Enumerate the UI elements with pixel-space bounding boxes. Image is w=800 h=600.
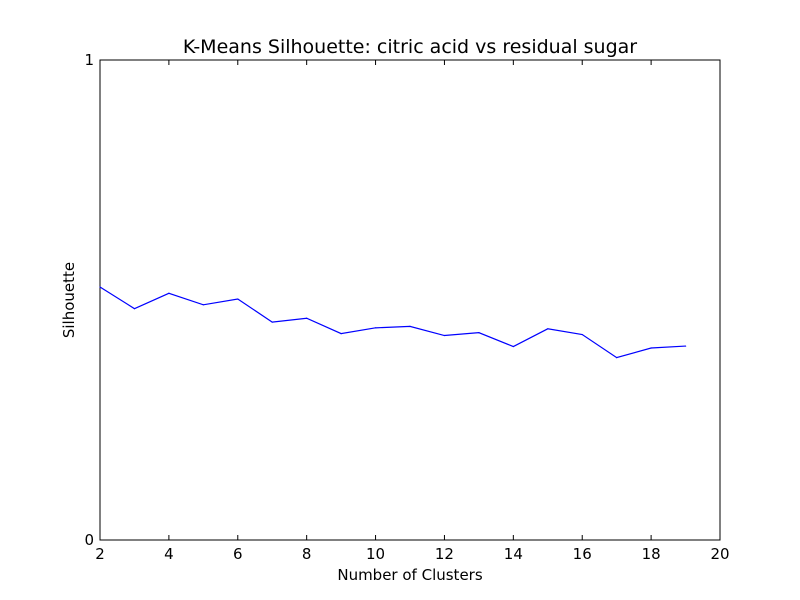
x-tick-label: 2 xyxy=(95,545,105,563)
ticks: 2 4 6 8 10 12 14 16 18 20 0 1 xyxy=(84,51,729,563)
x-tick-label: 12 xyxy=(435,545,454,563)
data-point xyxy=(650,347,652,349)
data-point xyxy=(202,304,204,306)
data-point xyxy=(581,333,583,336)
plot-frame xyxy=(99,59,721,541)
y-tick-label: 0 xyxy=(84,531,94,549)
x-tick-label: 6 xyxy=(233,545,243,563)
y-axis-label: Silhouette xyxy=(60,262,78,338)
x-tick-label: 10 xyxy=(366,545,385,563)
x-tick-label: 4 xyxy=(164,545,174,563)
series-line xyxy=(99,286,686,359)
x-tick-label: 16 xyxy=(573,545,592,563)
data-point xyxy=(547,328,549,330)
data-point xyxy=(374,327,377,329)
data-point xyxy=(478,332,480,334)
x-axis-label: Number of Clusters xyxy=(337,566,482,584)
data-point xyxy=(684,345,687,347)
x-tick-label: 14 xyxy=(504,545,523,563)
data-point xyxy=(99,286,101,288)
data-point xyxy=(616,357,618,359)
data-point xyxy=(237,298,239,300)
chart-title: K-Means Silhouette: citric acid vs resid… xyxy=(183,36,637,58)
x-tick-label: 18 xyxy=(642,545,661,563)
x-tick-label: 20 xyxy=(710,545,729,563)
series-layer xyxy=(99,286,687,359)
data-point xyxy=(168,292,170,294)
data-point xyxy=(409,325,411,327)
y-tick-label: 1 xyxy=(84,51,94,69)
x-tick-label: 8 xyxy=(302,545,312,563)
data-point xyxy=(340,333,342,335)
data-point xyxy=(443,334,446,337)
data-point xyxy=(271,321,273,323)
data-point xyxy=(133,308,136,310)
data-point xyxy=(512,345,514,348)
data-point xyxy=(306,317,308,319)
